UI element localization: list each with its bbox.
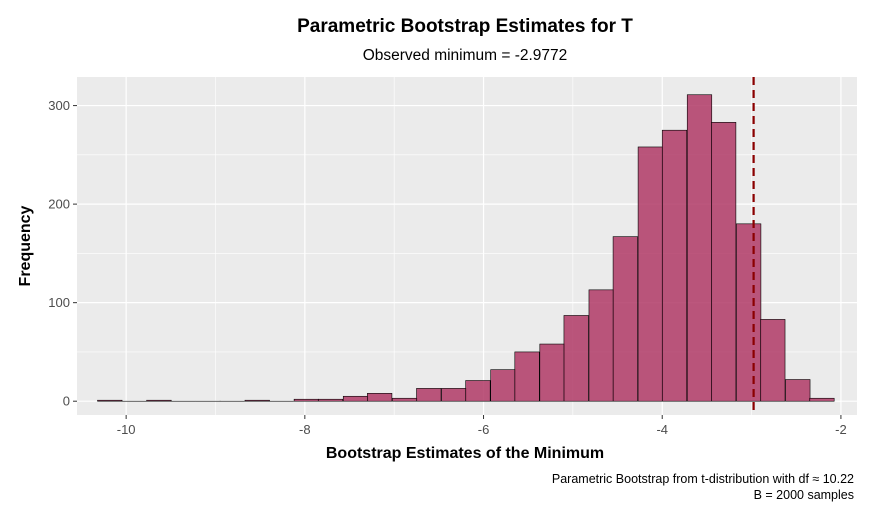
x-tick-label: -6	[478, 422, 490, 437]
x-axis-ticks: -10 -8 -6 -4 -2	[117, 415, 847, 437]
x-axis-title: Bootstrap Estimates of the Minimum	[326, 445, 604, 462]
x-tick-label: -4	[656, 422, 668, 437]
histogram-bar	[736, 223, 762, 402]
histogram-bar	[416, 388, 442, 402]
x-tick-label: -10	[117, 422, 136, 437]
chart-subtitle: Observed minimum = -2.9772	[363, 47, 568, 64]
histogram-bar	[244, 399, 270, 402]
histogram-bar	[637, 146, 663, 402]
histogram-bar	[760, 319, 786, 402]
caption-line-2: B = 2000 samples	[754, 488, 854, 502]
histogram-bar	[661, 129, 688, 402]
y-tick-label: 200	[48, 197, 70, 212]
histogram-bar	[588, 289, 614, 402]
histogram-bar	[809, 397, 835, 402]
histogram-bars	[97, 94, 835, 402]
y-axis-ticks: 0 100 200 300	[48, 98, 77, 409]
x-tick-label: -8	[299, 422, 311, 437]
histogram-bar	[392, 397, 418, 402]
histogram-bar	[441, 388, 467, 402]
chart-title: Parametric Bootstrap Estimates for T	[297, 16, 633, 37]
histogram-bar	[785, 379, 811, 402]
histogram-bar	[686, 94, 713, 402]
histogram-bar	[514, 351, 540, 402]
histogram-bar	[490, 369, 516, 402]
histogram-bar	[612, 236, 638, 402]
histogram-bar	[97, 399, 123, 402]
y-axis-title: Frequency	[17, 205, 34, 286]
y-tick-label: 100	[48, 295, 70, 310]
caption-line-1: Parametric Bootstrap from t-distribution…	[552, 472, 854, 486]
histogram-bar	[293, 398, 319, 402]
histogram-bar	[146, 399, 172, 402]
x-tick-label: -2	[835, 422, 847, 437]
y-tick-label: 0	[63, 394, 70, 409]
y-tick-label: 300	[48, 98, 70, 113]
histogram-bar	[465, 380, 491, 402]
histogram-bar	[539, 343, 565, 402]
histogram-bar	[711, 122, 737, 402]
histogram-bar	[317, 398, 344, 402]
histogram-bar	[342, 395, 369, 402]
histogram-bar	[367, 393, 393, 402]
histogram-bar	[563, 315, 589, 402]
